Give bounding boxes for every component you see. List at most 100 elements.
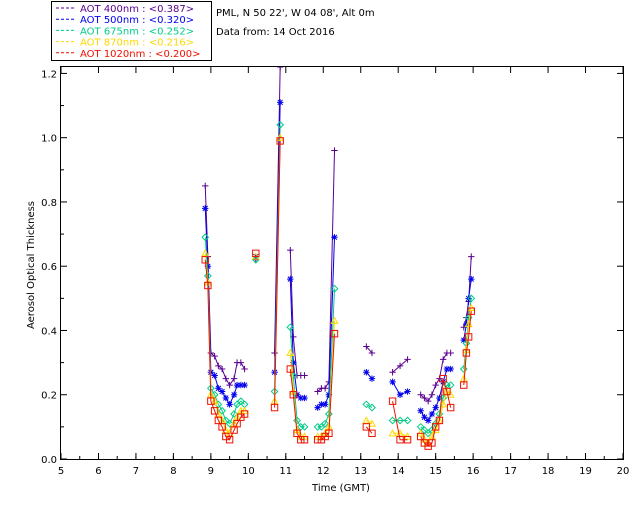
data-point-asterisk — [241, 381, 248, 389]
data-point-plus — [432, 381, 439, 389]
legend-label: AOT 675nm : <0.252> — [80, 26, 194, 37]
data-point-plus — [447, 349, 454, 357]
data-point-square — [289, 391, 297, 399]
data-point-square — [396, 436, 404, 444]
data-point-diamond — [467, 294, 476, 303]
data-point-asterisk — [443, 365, 451, 373]
plot-frame — [60, 66, 624, 460]
data-point-triangle — [435, 416, 444, 424]
x-axis-label: Time (GMT) — [311, 483, 370, 494]
x-tick-label: 17 — [504, 466, 517, 477]
x-tick-label: 8 — [170, 466, 176, 477]
data-point-plus — [424, 397, 432, 405]
data-point-square — [210, 407, 219, 415]
legend-box — [51, 1, 212, 61]
data-point-square — [252, 249, 260, 258]
data-point-diamond — [446, 381, 455, 390]
x-tick-label: 20 — [617, 466, 630, 477]
x-tick-label: 12 — [317, 466, 330, 477]
x-tick-label: 19 — [579, 466, 592, 477]
legend-label: AOT 400nm : <0.387> — [80, 4, 194, 15]
data-point-square — [297, 436, 305, 444]
data-point-plus — [428, 391, 436, 398]
data-point-diamond — [362, 400, 371, 409]
data-point-square — [201, 256, 209, 264]
data-point-square — [467, 307, 475, 315]
data-point-square — [270, 403, 279, 412]
data-point-plus — [202, 182, 209, 190]
data-point-asterisk — [237, 381, 245, 389]
data-point-plus — [436, 375, 443, 382]
x-tick-label: 16 — [467, 466, 480, 477]
data-point-asterisk — [389, 378, 396, 386]
data-point-square — [286, 365, 294, 373]
data-point-asterisk — [287, 275, 294, 283]
data-point-diamond — [230, 410, 239, 418]
data-point-triangle — [218, 416, 227, 424]
data-point-square — [416, 432, 425, 441]
site-info: PML, N 50 22', W 04 08', Alt 0m — [216, 8, 375, 19]
data-point-square — [462, 349, 471, 357]
data-point-square — [233, 419, 241, 428]
series-1 — [202, 67, 475, 405]
data-point-square — [435, 416, 444, 425]
data-point-plus — [331, 147, 338, 154]
data-point-asterisk — [233, 381, 241, 389]
data-point-diamond — [321, 419, 330, 428]
data-point-square — [240, 410, 249, 418]
data-point-plus — [222, 375, 230, 382]
series-5 — [201, 137, 475, 450]
y-tick-label: 0.0 — [41, 455, 57, 466]
data-point-asterisk — [218, 388, 226, 395]
data-point-diamond — [324, 410, 333, 418]
series-line — [463, 278, 472, 341]
data-point-diamond — [330, 284, 339, 293]
series-line — [204, 259, 245, 441]
data-point-diamond — [293, 416, 301, 425]
x-tick-label: 6 — [95, 466, 101, 477]
data-point-square — [218, 423, 226, 431]
data-point-square — [403, 436, 412, 444]
data-point-plus — [241, 365, 248, 373]
data-point-plus — [237, 359, 245, 366]
legend-label: AOT 500nm : <0.320> — [80, 15, 194, 26]
data-point-asterisk — [428, 410, 436, 418]
data-point-triangle — [210, 396, 219, 405]
y-axis-label: Aerosol Optical Thickness — [26, 201, 37, 329]
x-tick-label: 13 — [354, 466, 367, 477]
series-line — [366, 403, 373, 409]
data-point-diamond — [388, 416, 397, 425]
series-line — [420, 378, 452, 447]
data-point-square — [330, 329, 339, 338]
legend: AOT 400nm : <0.387>AOT 500nm : <0.320>AO… — [51, 1, 212, 61]
data-point-triangle — [442, 387, 451, 395]
series-line — [392, 432, 408, 437]
data-point-square — [214, 416, 223, 425]
x-tick-label: 7 — [133, 466, 139, 477]
series-line — [392, 401, 408, 441]
data-point-plus — [287, 246, 294, 254]
data-point-triangle — [233, 413, 242, 421]
data-point-plus — [230, 375, 238, 382]
data-point-diamond — [368, 403, 376, 412]
data-point-asterisk — [215, 385, 222, 392]
legend-label: AOT 1020nm : <0.200> — [80, 49, 200, 60]
data-point-diamond — [201, 233, 210, 242]
series-line — [274, 67, 281, 353]
series-line — [463, 311, 472, 386]
data-point-asterisk — [460, 336, 467, 344]
data-point-plus — [321, 385, 329, 392]
data-point-square — [464, 333, 473, 341]
data-point-plus — [421, 394, 428, 402]
data-point-plus — [396, 362, 404, 370]
data-point-asterisk — [293, 391, 301, 398]
data-point-asterisk — [301, 394, 308, 402]
x-tick-label: 11 — [279, 466, 292, 477]
data-point-diamond — [276, 120, 285, 129]
data-point-square — [446, 403, 455, 412]
data-point-triangle — [330, 316, 339, 324]
data-point-square — [428, 439, 436, 447]
data-point-asterisk — [230, 391, 238, 398]
data-point-asterisk — [404, 388, 411, 395]
